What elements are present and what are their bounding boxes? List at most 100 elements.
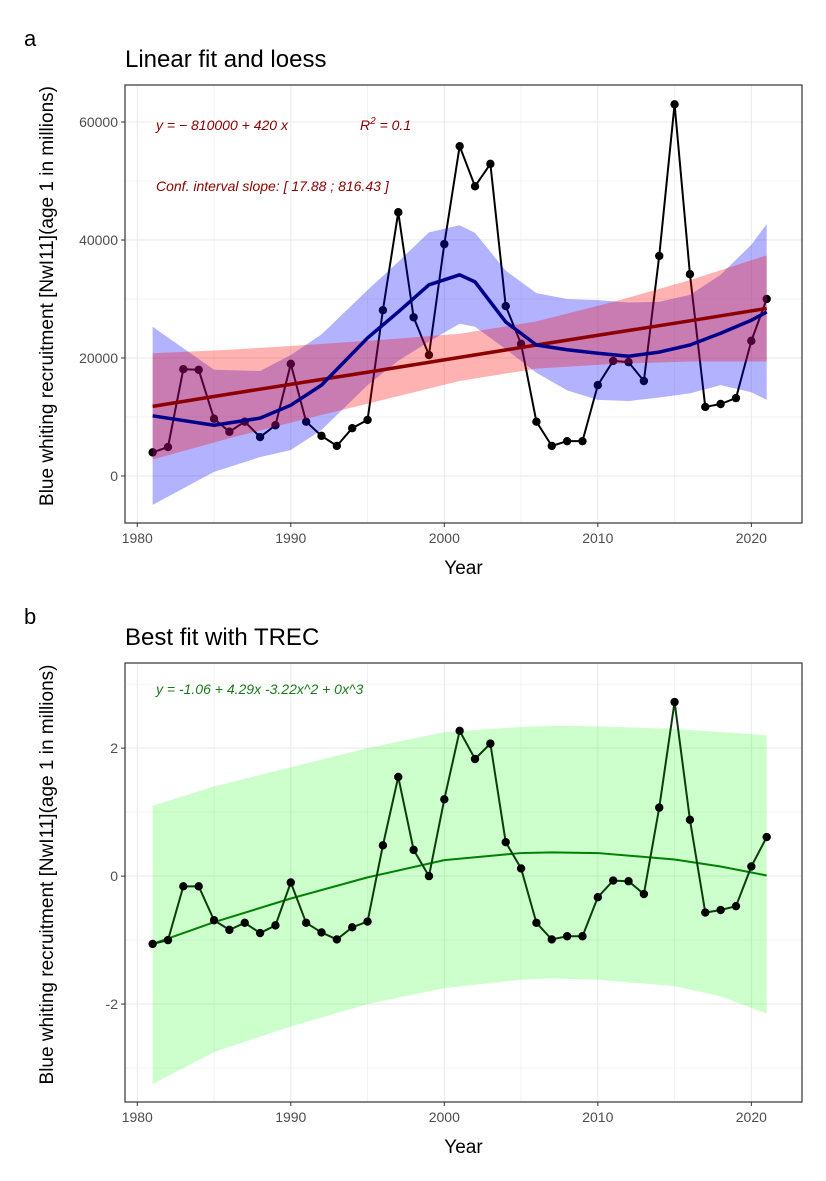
data-point: [378, 841, 388, 850]
data-point: [747, 862, 756, 871]
data-point: [301, 918, 311, 928]
data-point: [225, 925, 234, 935]
data-point: [363, 917, 372, 926]
data-point: [424, 350, 434, 360]
panel-label: b: [24, 604, 36, 629]
data-point: [593, 380, 603, 390]
y-tick-label: 2: [110, 740, 118, 756]
data-point: [685, 270, 695, 279]
x-tick-label: 1980: [122, 530, 153, 546]
data-point: [225, 427, 234, 436]
data-point: [455, 726, 464, 736]
conf-interval-annotation: Conf. interval slope: [ 17.88 ; 816.43 ]: [156, 178, 390, 194]
data-point: [731, 901, 741, 911]
data-point: [209, 414, 219, 423]
x-tick-label: 2000: [429, 1109, 460, 1125]
data-point: [547, 935, 556, 944]
data-point: [363, 415, 372, 425]
gridlines: [125, 663, 802, 1102]
equation-annotation: y = -1.06 + 4.29x -3.22x^2 + 0x^3: [155, 681, 364, 697]
data-point: [209, 916, 219, 925]
y-tick-label: 20000: [79, 350, 118, 366]
data-point: [317, 928, 326, 937]
data-point: [532, 918, 541, 928]
data-point: [624, 877, 633, 886]
x-axis-label: Year: [444, 1137, 483, 1158]
data-point: [332, 935, 342, 944]
x-tick-label: 1990: [275, 1109, 306, 1125]
data-point: [424, 871, 434, 881]
x-axis-label: Year: [444, 558, 483, 579]
data-point: [148, 939, 157, 949]
data-point: [378, 305, 388, 315]
data-point: [301, 417, 311, 426]
gridlines: [125, 85, 802, 523]
x-tick-label: 2010: [582, 1109, 613, 1125]
data-point: [440, 795, 449, 804]
data-point: [701, 908, 710, 917]
data-point: [608, 356, 618, 366]
y-tick-label: 40000: [79, 232, 118, 248]
linear-fit-line: [152, 306, 767, 409]
data-point: [516, 864, 526, 873]
data-point: [655, 803, 664, 812]
y-tick-label: 60000: [79, 114, 118, 130]
data-point: [240, 918, 249, 928]
data-point: [701, 402, 710, 412]
data-point: [194, 882, 203, 891]
x-tick-label: 1980: [122, 1109, 153, 1125]
y-tick-label: -2: [106, 996, 119, 1012]
r2-superscript: 2: [369, 116, 376, 127]
data-point: [501, 837, 510, 847]
data-point: [685, 815, 695, 824]
r2-label: R: [360, 117, 370, 133]
data-point: [255, 928, 265, 938]
data-point: [286, 878, 295, 887]
chart-title: Best fit with TREC: [125, 624, 319, 651]
x-tick-label: 2020: [736, 1109, 767, 1125]
data-point: [562, 436, 572, 446]
data-point: [762, 294, 771, 304]
data-point: [532, 417, 541, 426]
panel-label: a: [24, 26, 37, 51]
panel-b: b Best fit with TREC y = -1.06 + 4.29x -3.…: [24, 604, 803, 1158]
data-point: [639, 889, 649, 899]
x-tick-label: 2020: [736, 530, 767, 546]
data-point: [255, 432, 265, 442]
data-point: [148, 448, 157, 457]
data-point: [731, 393, 741, 403]
data-point: [348, 923, 357, 932]
data-point: [179, 364, 188, 374]
data-point: [163, 442, 173, 452]
data-point: [639, 376, 649, 386]
data-point: [562, 932, 572, 941]
data-point: [286, 359, 295, 369]
data-point: [409, 845, 418, 855]
poly-fit-line: [152, 851, 767, 945]
data-point: [501, 301, 510, 311]
r-squared-annotation: R2 = 0.1: [360, 116, 411, 133]
data-point: [317, 431, 326, 441]
data-point: [670, 697, 679, 707]
data-point: [670, 100, 679, 109]
data-point: [486, 739, 495, 748]
x-tick-label: 2010: [582, 530, 613, 546]
data-point: [593, 893, 603, 902]
data-point: [348, 423, 357, 433]
data-point: [179, 882, 188, 891]
panel-border: [124, 84, 803, 524]
data-point: [624, 357, 633, 367]
y-tick-label: 0: [110, 868, 118, 884]
data-point: [470, 182, 480, 191]
data-point: [547, 441, 556, 451]
equation-annotation: y = − 810000 + 420 x: [155, 117, 289, 133]
data-point: [332, 441, 342, 451]
x-tick-label: 2000: [429, 530, 460, 546]
data-point: [608, 876, 618, 885]
data-point: [486, 159, 495, 169]
data-point: [271, 421, 280, 430]
data-point: [394, 772, 403, 782]
chart-title: Linear fit and loess: [125, 46, 326, 73]
data-point: [409, 313, 418, 322]
